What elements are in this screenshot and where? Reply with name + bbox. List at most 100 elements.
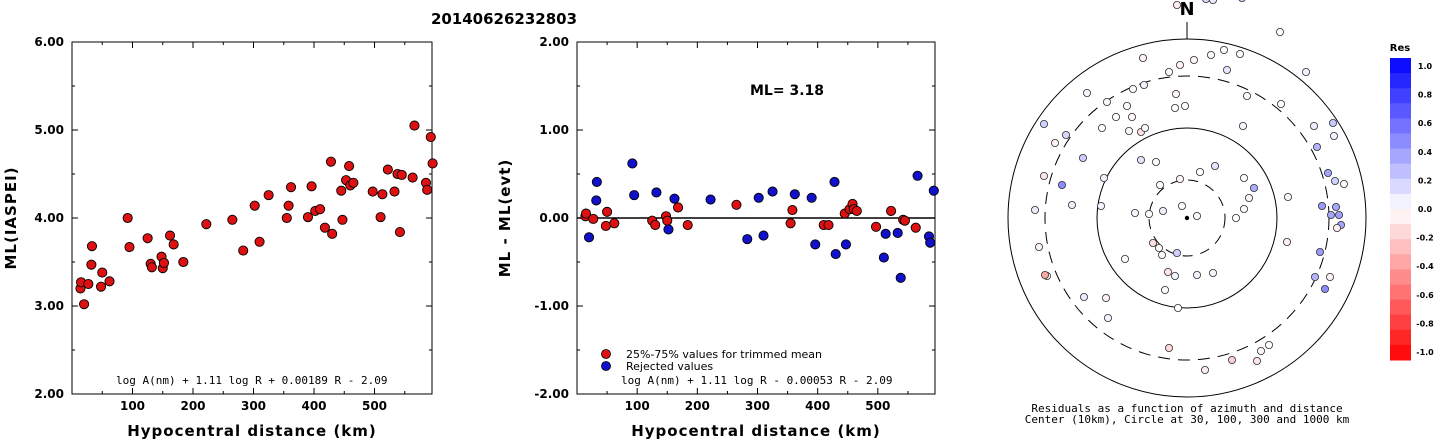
station-marker bbox=[1161, 285, 1170, 294]
station-marker bbox=[1176, 174, 1185, 183]
station-marker bbox=[1283, 237, 1292, 246]
station-marker bbox=[1201, 365, 1210, 374]
plot1-xlabel: Hypocentral distance (km) bbox=[127, 422, 377, 440]
colorbar-tick-label: 1.0 bbox=[1418, 62, 1433, 71]
colorbar-cell bbox=[1390, 178, 1411, 195]
epicenter-marker bbox=[1184, 215, 1190, 221]
y-tick-label: 6.00 bbox=[34, 35, 64, 49]
residual-colorbar: Res 1.0 0.8 0.6 0.4 0.2 0.0 -0.2 -0.4 -0.6 -0.8 -1… bbox=[1390, 43, 1434, 361]
colorbar-tick-label: 0.8 bbox=[1418, 91, 1433, 100]
rejected-point bbox=[806, 192, 817, 203]
station-marker bbox=[1228, 355, 1237, 364]
station-marker bbox=[1080, 292, 1089, 301]
x-tick-label: 200 bbox=[180, 399, 205, 413]
data-point bbox=[336, 185, 347, 196]
station-marker bbox=[1311, 272, 1320, 281]
station-marker bbox=[1243, 92, 1252, 101]
rejected-point bbox=[912, 170, 923, 181]
rejected-point bbox=[742, 234, 753, 245]
y-tick-label: 3.00 bbox=[34, 299, 64, 313]
data-point bbox=[348, 177, 359, 188]
plot1-ylabel: ML(IASPEI) bbox=[2, 166, 20, 269]
data-point bbox=[124, 241, 135, 253]
rejected-point bbox=[880, 228, 891, 239]
station-marker bbox=[1181, 102, 1190, 111]
trimmed-point bbox=[600, 220, 611, 231]
rejected-point bbox=[878, 252, 889, 263]
colorbar-cell bbox=[1390, 269, 1411, 285]
y-tick-label: 2.00 bbox=[34, 387, 64, 401]
colorbar-cell bbox=[1390, 329, 1411, 346]
rejected-point bbox=[925, 237, 936, 248]
station-marker bbox=[1257, 346, 1266, 355]
station-marker bbox=[1137, 155, 1146, 164]
rejected-point bbox=[753, 192, 764, 203]
data-point bbox=[327, 228, 338, 239]
station-marker bbox=[1165, 343, 1174, 352]
colorbar-tick-label: 0.2 bbox=[1418, 176, 1432, 185]
x-tick-label: 500 bbox=[865, 399, 890, 413]
data-point bbox=[382, 164, 393, 175]
station-marker bbox=[1232, 213, 1241, 222]
rejected-point bbox=[705, 194, 716, 205]
station-marker bbox=[1223, 66, 1232, 75]
station-marker bbox=[1176, 61, 1185, 70]
x-tick-label: 500 bbox=[362, 399, 387, 413]
station-marker bbox=[1068, 200, 1077, 209]
plot1-formula: log A(nm) + 1.11 log R + 0.00189 R - 2.0… bbox=[116, 374, 388, 387]
station-marker bbox=[1313, 142, 1322, 151]
station-marker bbox=[1253, 356, 1262, 365]
station-marker bbox=[1103, 98, 1112, 107]
colorbar-cell bbox=[1390, 163, 1411, 180]
station-marker bbox=[1211, 161, 1220, 170]
station-marker bbox=[1190, 56, 1199, 65]
trimmed-point bbox=[650, 219, 661, 231]
data-point bbox=[367, 186, 378, 197]
station-marker bbox=[1051, 138, 1060, 147]
station-marker bbox=[1173, 248, 1182, 257]
data-point bbox=[158, 257, 170, 268]
data-point bbox=[97, 267, 108, 278]
data-point bbox=[409, 120, 420, 131]
station-marker bbox=[1202, 0, 1210, 3]
station-marker bbox=[1131, 208, 1140, 217]
circle-30km bbox=[1148, 179, 1226, 257]
station-marker bbox=[1196, 167, 1205, 176]
data-point bbox=[422, 184, 433, 195]
trimmed-point bbox=[870, 221, 882, 232]
colorbar-tick-label: 0.0 bbox=[1418, 205, 1433, 214]
plot2-formula: log A(nm) + 1.11 log R - 0.00053 R - 2.0… bbox=[621, 374, 893, 387]
colorbar-cell bbox=[1390, 73, 1411, 89]
colorbar-cell bbox=[1390, 118, 1411, 134]
y-tick-label: -1.00 bbox=[534, 299, 569, 313]
data-point bbox=[306, 181, 317, 192]
data-point bbox=[104, 276, 115, 287]
y-tick-label: 1.00 bbox=[539, 123, 569, 137]
trimmed-point bbox=[682, 219, 693, 231]
trimmed-point bbox=[602, 206, 613, 217]
station-marker bbox=[1141, 124, 1150, 133]
colorbar-cell bbox=[1390, 299, 1411, 316]
data-point bbox=[425, 131, 436, 143]
station-marker bbox=[1152, 157, 1161, 166]
legend-trimmed-marker bbox=[601, 349, 611, 359]
data-point bbox=[249, 200, 260, 211]
station-marker bbox=[1097, 201, 1106, 210]
station-marker bbox=[1041, 270, 1050, 279]
station-marker bbox=[1035, 242, 1044, 251]
station-marker bbox=[1245, 193, 1254, 202]
station-marker bbox=[1326, 272, 1335, 281]
station-marker bbox=[1102, 293, 1111, 302]
station-marker bbox=[1238, 0, 1246, 2]
station-marker bbox=[1165, 68, 1174, 77]
station-marker bbox=[1310, 122, 1319, 131]
station-marker bbox=[1240, 173, 1249, 182]
trimmed-point bbox=[886, 205, 897, 217]
data-point bbox=[86, 259, 97, 270]
station-marker bbox=[1209, 268, 1218, 277]
rejected-point bbox=[583, 232, 595, 243]
data-point bbox=[325, 156, 337, 167]
colorbar-tick-label: -0.6 bbox=[1416, 291, 1434, 300]
rejected-point bbox=[895, 272, 906, 283]
station-marker bbox=[1236, 50, 1245, 59]
